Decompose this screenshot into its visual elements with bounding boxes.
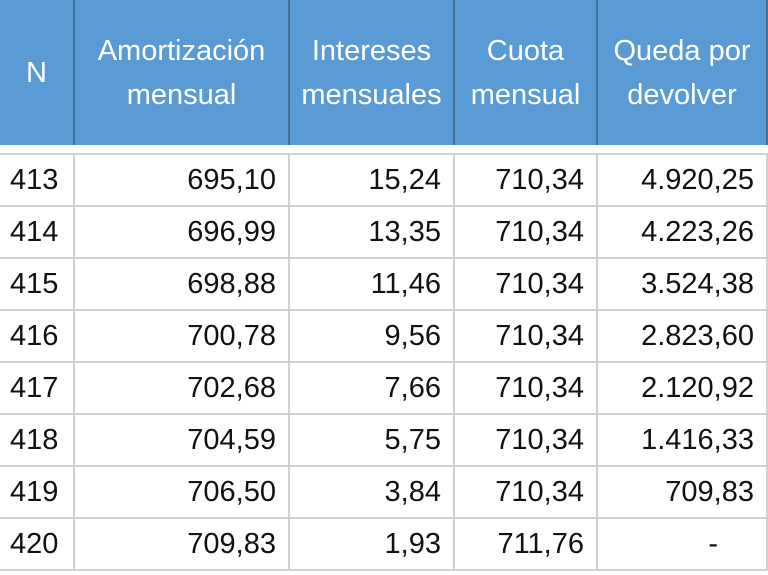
value-cell: 710,34 (455, 153, 598, 207)
value-cell: 1,93 (290, 519, 455, 571)
header-text: Intereses (311, 34, 432, 67)
value-cell: 11,46 (290, 259, 455, 311)
header-text: Amortización (97, 34, 266, 67)
value-cell: 7,66 (290, 363, 455, 415)
header-cell: Amortización mensual (75, 0, 290, 145)
value-cell: 13,35 (290, 207, 455, 259)
value-cell: 696,99 (75, 207, 290, 259)
value-cell: 710,34 (455, 363, 598, 415)
value-cell: 710,34 (455, 207, 598, 259)
value-cell: 709,83 (75, 519, 290, 571)
value-cell: 710,34 (455, 415, 598, 467)
value-cell: 5,75 (290, 415, 455, 467)
header-text: mensual (470, 78, 581, 111)
value-cell: 704,59 (75, 415, 290, 467)
value-cell: 2.823,60 (598, 311, 768, 363)
value-cell: 2.120,92 (598, 363, 768, 415)
row-number: 415 (0, 259, 75, 311)
value-cell: 3.524,38 (598, 259, 768, 311)
row-number: 419 (0, 467, 75, 519)
row-number: 414 (0, 207, 75, 259)
header-text: mensual (126, 78, 237, 111)
value-cell: 1.416,33 (598, 415, 768, 467)
value-cell: 710,34 (455, 259, 598, 311)
value-cell: 711,76 (455, 519, 598, 571)
value-cell: 706,50 (75, 467, 290, 519)
header-text: mensuales (301, 78, 442, 111)
header-text: Cuota (486, 34, 565, 67)
value-cell: 710,34 (455, 311, 598, 363)
value-cell: 698,88 (75, 259, 290, 311)
header-cell: Intereses mensuales (290, 0, 455, 145)
value-cell: 709,83 (598, 467, 768, 519)
value-cell: 4.223,26 (598, 207, 768, 259)
row-number: 413 (0, 153, 75, 207)
header-cell: Cuota mensual (455, 0, 598, 145)
header-cell: Queda por devolver (598, 0, 768, 145)
row-number: 420 (0, 519, 75, 571)
row-number: 417 (0, 363, 75, 415)
value-cell: 700,78 (75, 311, 290, 363)
value-cell: 3,84 (290, 467, 455, 519)
header-text: devolver (627, 78, 737, 111)
header-text: N (26, 56, 47, 89)
value-cell: - (598, 519, 768, 571)
value-cell: 695,10 (75, 153, 290, 207)
row-number: 418 (0, 415, 75, 467)
header-cell: N (0, 0, 75, 145)
value-cell: 15,24 (290, 153, 455, 207)
row-number: 416 (0, 311, 75, 363)
value-cell: 9,56 (290, 311, 455, 363)
value-cell: 710,34 (455, 467, 598, 519)
value-cell: 4.920,25 (598, 153, 768, 207)
value-cell: 702,68 (75, 363, 290, 415)
header-text: Queda por (613, 34, 751, 67)
